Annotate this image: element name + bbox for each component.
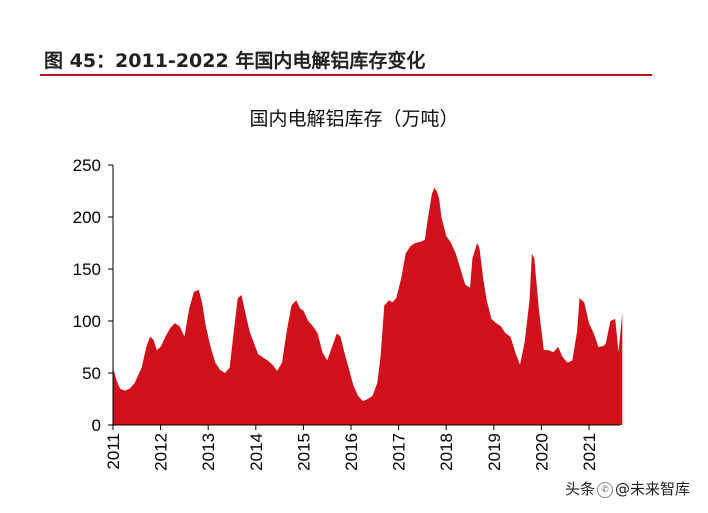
x-tick-label: 2013 xyxy=(199,433,218,471)
figure-header: 图 45：2011-2022 年国内电解铝库存变化 xyxy=(40,44,652,76)
x-tick-label: 2014 xyxy=(247,433,266,471)
x-tick-label: 2015 xyxy=(294,433,313,471)
figure-title: 图 45：2011-2022 年国内电解铝库存变化 xyxy=(44,50,426,72)
watermark-text: @未来智库 xyxy=(615,480,691,498)
x-tick-label: 2021 xyxy=(580,433,599,471)
chart-title: 国内电解铝库存（万吨） xyxy=(249,108,459,130)
axis-layer: 0 50 100 150 200 250 2011 2012 2013 2014 2015 2016 2… xyxy=(73,156,620,471)
x-tick-label: 2012 xyxy=(152,433,171,471)
x-tick-label: 2017 xyxy=(390,433,409,471)
y-tick-label: 100 xyxy=(73,312,101,331)
watermark-prefix: 头条 xyxy=(565,480,596,498)
y-tick-label: 50 xyxy=(82,364,101,383)
x-tick-label: 2019 xyxy=(485,433,504,471)
plot-layer xyxy=(113,187,623,425)
y-tick-label: 150 xyxy=(73,260,101,279)
wechat-icon: ✆ xyxy=(597,481,614,498)
y-tick-label: 250 xyxy=(73,156,101,175)
y-tick-label: 200 xyxy=(73,208,101,227)
x-tick-label: 2016 xyxy=(342,433,361,471)
x-tick-label: 2020 xyxy=(532,433,551,471)
area-series-0 xyxy=(113,187,623,425)
x-tick-label: 2011 xyxy=(104,433,123,470)
y-tick-label: 0 xyxy=(92,416,101,435)
x-tick-label: 2018 xyxy=(437,433,456,471)
watermark: 头条 ✆ @未来智库 xyxy=(565,478,690,499)
